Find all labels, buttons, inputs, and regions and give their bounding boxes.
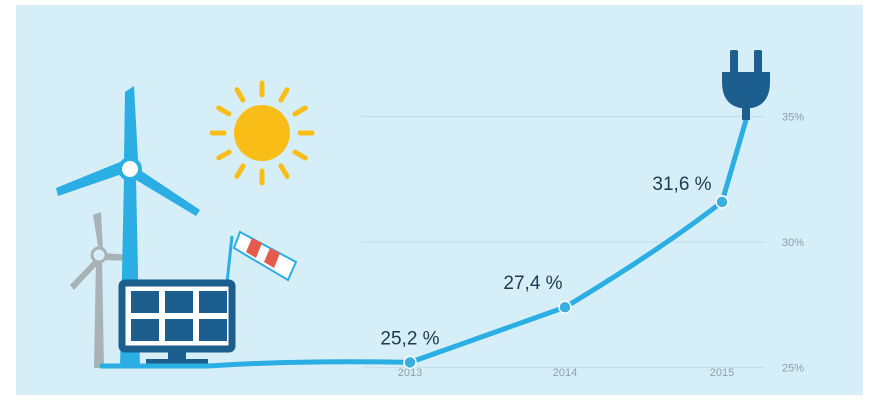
- y-tick-label: 25%: [782, 362, 804, 374]
- data-labels: 25,2 % 27,4 % 31,6 %: [380, 174, 711, 349]
- x-tick-label: 2015: [710, 367, 734, 379]
- data-point: [403, 355, 417, 370]
- x-tick-label: 2014: [553, 367, 577, 379]
- y-tick-label: 30%: [782, 237, 804, 249]
- data-label: 31,6 %: [652, 174, 711, 195]
- solar-panel-icon: [118, 279, 236, 367]
- data-label: 27,4 %: [503, 273, 562, 294]
- x-tick-label: 2013: [398, 367, 422, 379]
- power-plug-icon: [722, 50, 770, 120]
- data-label: 25,2 %: [380, 328, 439, 349]
- data-point: [715, 195, 729, 209]
- y-tick-label: 35%: [782, 112, 804, 124]
- data-point: [558, 300, 572, 314]
- line-series: [205, 117, 749, 370]
- gridlines: [362, 116, 765, 368]
- sun-icon: [209, 80, 315, 186]
- y-axis-ticks: 25% 30% 35%: [782, 112, 804, 375]
- series-line: [205, 117, 749, 369]
- x-axis-ticks: 2013 2014 2015: [398, 367, 734, 379]
